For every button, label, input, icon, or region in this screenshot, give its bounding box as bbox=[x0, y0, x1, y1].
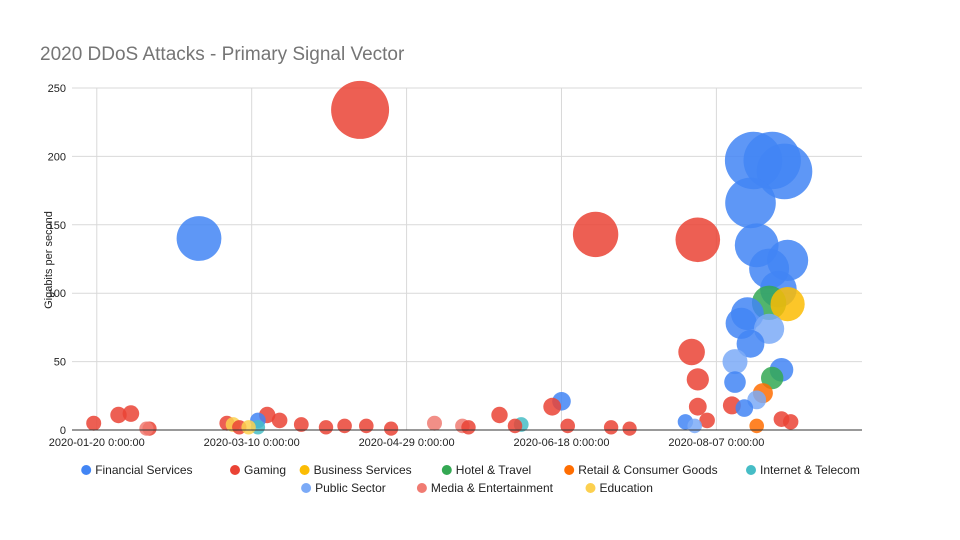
data-point-gaming bbox=[359, 418, 374, 434]
legend-marker-internet-telecom bbox=[746, 465, 756, 475]
legend: Financial Services Gaming Business Service… bbox=[81, 463, 860, 495]
data-point-financial-services bbox=[725, 177, 776, 229]
data-point-gaming bbox=[699, 412, 715, 429]
data-point-business-services bbox=[770, 287, 805, 322]
x-tick-label: 2020-01-20 0:00:00 bbox=[49, 437, 145, 449]
legend-marker-hotel-travel bbox=[441, 465, 452, 475]
data-point-gaming bbox=[293, 417, 309, 432]
data-point-retail-consumer-goods bbox=[749, 418, 764, 434]
data-point-public-sector bbox=[687, 418, 702, 434]
y-tick-label: 250 bbox=[48, 83, 66, 95]
legend-marker-retail-consumer-goods bbox=[564, 465, 575, 475]
data-point-gaming bbox=[686, 368, 709, 391]
x-tick-label: 2020-03-10 0:00:00 bbox=[204, 437, 300, 449]
legend-label-retail-consumer-goods: Retail & Consumer Goods bbox=[578, 463, 717, 477]
legend-label-media-entertainment: Media & Entertainment bbox=[431, 481, 554, 495]
data-point-education bbox=[241, 420, 256, 435]
legend-label-hotel-travel: Hotel & Travel bbox=[456, 463, 531, 477]
data-point-financial-services bbox=[735, 399, 754, 417]
legend-label-gaming: Gaming bbox=[244, 463, 286, 477]
y-tick-label: 100 bbox=[48, 288, 66, 300]
legend-label-business-services: Business Services bbox=[314, 463, 412, 477]
y-tick-label: 200 bbox=[48, 151, 66, 163]
legend-label-internet-telecom: Internet & Telecom bbox=[760, 463, 860, 477]
data-points bbox=[86, 80, 813, 436]
y-axis-ticks: 0 50 100 150 200 250 bbox=[48, 83, 66, 437]
data-point-media-entertainment bbox=[427, 415, 442, 431]
legend-marker-gaming bbox=[230, 465, 240, 475]
y-tick-label: 150 bbox=[48, 220, 66, 232]
x-tick-label: 2020-06-18 0:00:00 bbox=[513, 437, 609, 449]
legend-label-public-sector: Public Sector bbox=[315, 481, 386, 495]
data-point-gaming bbox=[122, 405, 140, 422]
data-point-gaming bbox=[331, 80, 390, 139]
data-point-gaming bbox=[603, 420, 619, 435]
data-point-gaming bbox=[572, 211, 619, 258]
data-point-gaming bbox=[337, 418, 352, 434]
y-tick-label: 50 bbox=[54, 357, 66, 369]
legend-marker-public-sector bbox=[301, 483, 312, 493]
data-point-gaming bbox=[461, 420, 476, 435]
data-point-gaming bbox=[318, 420, 334, 435]
data-point-gaming bbox=[384, 421, 399, 436]
data-point-gaming bbox=[622, 421, 637, 436]
x-tick-label: 2020-08-07 0:00:00 bbox=[668, 437, 764, 449]
data-point-gaming bbox=[491, 406, 508, 424]
data-point-gaming bbox=[678, 338, 705, 366]
legend-marker-financial-services bbox=[81, 465, 92, 475]
y-tick-label: 0 bbox=[60, 425, 66, 437]
data-point-hotel-travel bbox=[761, 366, 784, 390]
data-point-public-sector bbox=[722, 349, 748, 375]
data-point-gaming bbox=[560, 418, 575, 434]
data-point-financial-services bbox=[724, 371, 746, 393]
data-point-financial-services bbox=[176, 216, 222, 261]
legend-marker-education bbox=[585, 483, 596, 493]
data-point-gaming bbox=[543, 397, 562, 416]
data-point-gaming bbox=[271, 412, 288, 429]
legend-marker-media-entertainment bbox=[416, 483, 427, 493]
data-point-media-entertainment bbox=[139, 421, 154, 436]
x-axis-ticks: 2020-01-20 0:00:00 2020-03-10 0:00:00 2020… bbox=[49, 437, 765, 449]
x-tick-label: 2020-04-29 0:00:00 bbox=[359, 437, 455, 449]
data-point-gaming bbox=[86, 415, 102, 431]
data-point-gaming bbox=[783, 414, 799, 430]
legend-label-financial-services: Financial Services bbox=[95, 463, 192, 477]
data-point-gaming bbox=[675, 217, 721, 263]
chart-title: 2020 DDoS Attacks - Primary Signal Vecto… bbox=[40, 44, 405, 65]
data-point-financial-services bbox=[756, 143, 813, 200]
legend-marker-business-services bbox=[299, 465, 310, 475]
data-point-gaming bbox=[110, 406, 127, 424]
data-point-financial-services bbox=[736, 329, 765, 358]
data-point-gaming bbox=[688, 397, 707, 416]
legend-label-education: Education bbox=[600, 481, 653, 495]
y-axis-label: Gigabits per second bbox=[43, 211, 55, 309]
data-point-gaming bbox=[507, 418, 523, 434]
